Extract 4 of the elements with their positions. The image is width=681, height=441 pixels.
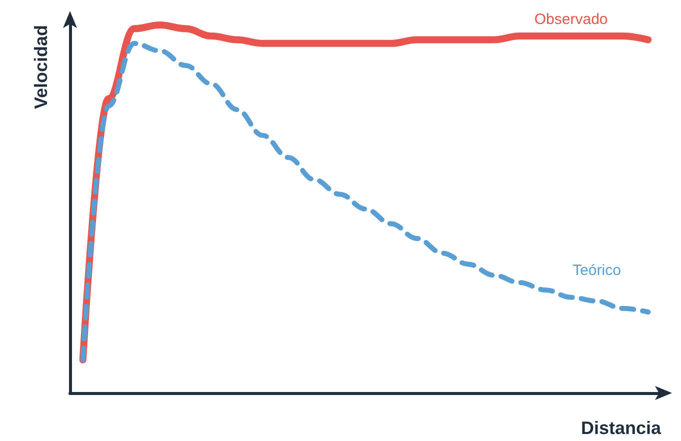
series-label: Observado bbox=[534, 11, 608, 28]
x-axis-title: Distancia bbox=[580, 418, 662, 438]
y-axis-title: Velocidad bbox=[31, 25, 51, 110]
series-label: Teórico bbox=[572, 262, 621, 279]
